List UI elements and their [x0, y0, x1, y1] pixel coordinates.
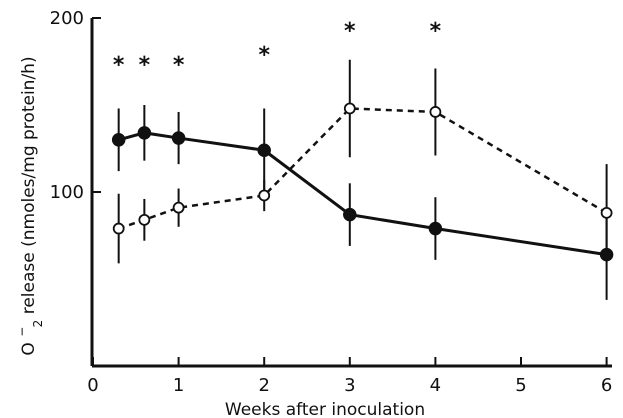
- series-2-point: [112, 222, 125, 235]
- series-2-point: [343, 102, 356, 115]
- x-tick-label: 2: [258, 375, 269, 396]
- series-1-point: [111, 133, 126, 147]
- series-1-point: [137, 126, 152, 140]
- series-2-point: [429, 106, 442, 118]
- x-tick-label: 5: [515, 375, 526, 396]
- series-1-point: [257, 143, 271, 157]
- series-2-point: [258, 189, 271, 202]
- y-tick-label: 100: [50, 182, 84, 203]
- y-axis-ticks: 100 200: [50, 8, 101, 367]
- y-tick-label: 200: [50, 8, 84, 29]
- x-tick-label: 0: [87, 375, 98, 396]
- significance-marker: *: [139, 53, 151, 78]
- y-axis-title-main: O: [19, 342, 39, 355]
- significance-marker: *: [344, 19, 356, 44]
- significance-marker: *: [430, 19, 442, 44]
- x-tick-label: 3: [344, 375, 355, 396]
- series-1-point: [171, 131, 186, 145]
- x-tick-label: 4: [430, 375, 441, 396]
- x-axis-ticks: 0 1 2 3 4 5 6: [87, 357, 612, 396]
- significance-marker: *: [258, 43, 270, 68]
- y-axis-title-rest: release (nmoles/mg protein/h): [19, 56, 39, 314]
- y-axis-title: O − 2 release (nmoles/mg protein/h): [11, 56, 47, 355]
- significance-markers: * * * * * *: [113, 19, 442, 78]
- series-1-line: [118, 131, 607, 257]
- y-axis-title-subscript: 2: [31, 320, 45, 328]
- series-points: [111, 102, 614, 262]
- x-tick-label: 6: [601, 375, 612, 396]
- x-tick-label: 1: [173, 375, 184, 396]
- error-bars: [117, 59, 608, 300]
- series-1-point: [599, 247, 614, 262]
- series-2-point: [172, 201, 185, 214]
- series-lines: [118, 107, 608, 257]
- series-2-point: [600, 206, 613, 219]
- x-axis-title: Weeks after inoculation: [225, 400, 425, 418]
- significance-marker: *: [113, 53, 125, 78]
- series-2-point: [138, 213, 151, 226]
- series-1-point: [428, 221, 443, 236]
- series-1-point: [343, 207, 357, 222]
- series-2-line: [118, 107, 608, 230]
- significance-marker: *: [173, 53, 185, 78]
- y-axis-title-superscript: −: [15, 327, 29, 337]
